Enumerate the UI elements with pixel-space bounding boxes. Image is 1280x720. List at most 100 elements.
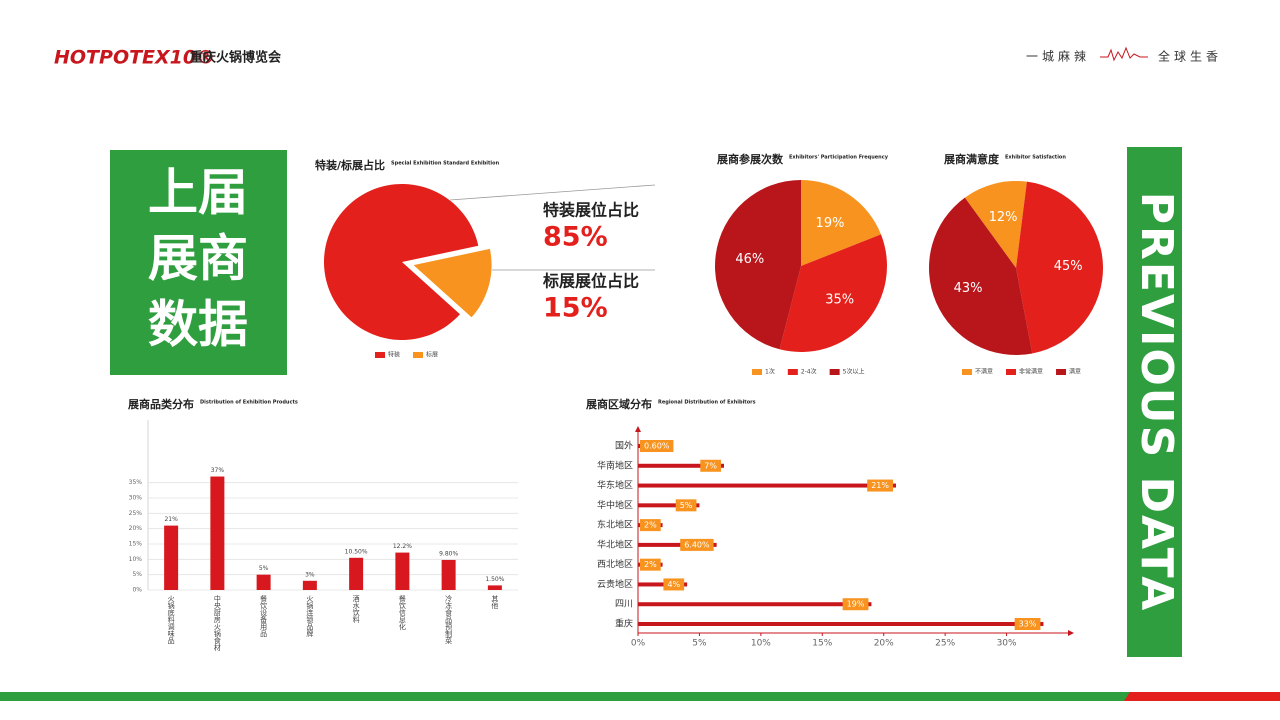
slice-label: 46% — [735, 252, 764, 267]
y-tick-label: 国外 — [615, 440, 633, 452]
bar — [349, 557, 364, 590]
value-label: 0.60% — [644, 442, 670, 451]
value-label: 33% — [1019, 620, 1037, 629]
slice-label: 43% — [954, 281, 983, 296]
bar — [638, 622, 1044, 626]
pie-slice — [324, 184, 479, 341]
chart-subtitle: Exhibitor Satisfaction — [1005, 155, 1066, 161]
y-tick-label: 东北地区 — [597, 519, 633, 531]
legend-swatch — [1006, 369, 1017, 375]
bar — [164, 525, 179, 590]
vertical-title: PREVIOUS DATA — [1131, 192, 1182, 613]
x-tick-label: 10% — [751, 639, 771, 649]
value-label: 6.40% — [684, 540, 710, 549]
legend-swatch — [829, 369, 840, 375]
bar — [638, 463, 724, 468]
bar — [441, 559, 456, 590]
y-tick-label: 华南地区 — [597, 459, 633, 471]
legend-label: 1次 — [765, 368, 775, 376]
value-label-box — [640, 440, 674, 452]
slogan-right: 全球生香 — [1158, 49, 1222, 64]
x-tick-label: 30% — [997, 639, 1017, 649]
legend-label: 满意 — [1069, 368, 1081, 376]
y-tick-label: 5% — [132, 571, 142, 578]
x-tick-label: 0% — [631, 639, 646, 649]
y-tick-label: 35% — [129, 479, 143, 486]
y-tick-label: 10% — [129, 556, 143, 563]
side-title-line: 数据 — [148, 296, 248, 354]
x-tick-label: 25% — [935, 639, 955, 649]
legend-swatch — [413, 352, 424, 358]
value-label-box — [663, 578, 685, 591]
value-label: 2% — [644, 521, 657, 530]
callout-label: 标展展位占比 — [542, 272, 639, 291]
legend-label: 不满意 — [975, 368, 993, 376]
slice-label: 19% — [816, 216, 845, 231]
bar — [638, 582, 688, 587]
y-tick-label: 华中地区 — [597, 499, 633, 511]
value-label: 1.50% — [485, 576, 504, 583]
value-label: 5% — [680, 501, 693, 510]
footer-band — [0, 692, 1280, 701]
value-label: 19% — [847, 600, 865, 609]
chart-subtitle: Regional Distribution of Exhibitors — [658, 400, 756, 406]
value-label: 9.80% — [439, 550, 458, 557]
slogan-left: 一城麻辣 — [1026, 49, 1090, 64]
y-tick-label: 20% — [129, 525, 143, 532]
legend-label: 5次以上 — [843, 368, 865, 376]
legend-label: 非常满意 — [1019, 368, 1043, 376]
y-tick-label: 四川 — [615, 600, 633, 610]
value-label: 3% — [305, 571, 315, 578]
vertical-block — [1127, 147, 1182, 657]
y-tick-label: 华北地区 — [597, 538, 633, 550]
value-label: 21% — [871, 481, 889, 490]
value-label-box — [640, 558, 661, 571]
x-tick-label: 20% — [874, 639, 894, 649]
chart-subtitle: Exhibitors' Participation Frequency — [789, 155, 889, 161]
value-label-box — [675, 499, 697, 512]
side-title-line: 上届 — [148, 164, 248, 222]
chart-subtitle: Distribution of Exhibition Products — [200, 400, 298, 406]
footer-accent — [1124, 692, 1280, 701]
pie-slice — [801, 180, 881, 266]
pie-slice — [413, 248, 492, 318]
y-tick-label: 华东地区 — [597, 479, 633, 491]
callout-value: 85% — [543, 222, 608, 253]
legend-label: 2-4次 — [801, 368, 817, 376]
value-label: 37% — [211, 467, 225, 474]
value-label-box — [680, 538, 714, 551]
chart-title: 展商满意度 — [943, 152, 1000, 166]
logo-cn: 重庆火锅博览会 — [190, 50, 282, 66]
value-label-box — [640, 519, 661, 532]
chart-title: 展商参展次数 — [716, 152, 784, 166]
slice-label: 45% — [1054, 259, 1083, 274]
value-label: 5% — [259, 565, 269, 572]
chart-subtitle: Special Exhibition Standard Exhibition — [391, 161, 500, 167]
callout-line — [449, 184, 656, 201]
y-tick-label: 西北地区 — [597, 558, 633, 570]
callout-label: 特装展位占比 — [543, 201, 639, 220]
legend-label: 标展 — [426, 351, 438, 359]
value-label-box — [867, 479, 893, 492]
value-label: 7% — [704, 461, 717, 470]
value-label: 21% — [164, 516, 178, 523]
title-block — [110, 150, 287, 375]
value-label-box — [700, 459, 721, 472]
bar — [638, 483, 896, 488]
y-tick-label: 0% — [132, 587, 142, 594]
x-tick-label: 15% — [812, 639, 832, 649]
legend-swatch — [752, 369, 762, 375]
axis-arrow — [1068, 630, 1074, 636]
axis-arrow — [635, 426, 641, 432]
chart-title: 展商区域分布 — [585, 397, 652, 411]
x-tick-label: 其他 — [491, 595, 499, 610]
x-tick-label: 冷冻食品预制菜 — [445, 594, 453, 645]
bar — [256, 574, 271, 590]
x-tick-label: 5% — [692, 639, 707, 649]
bar — [210, 476, 225, 590]
bar — [487, 585, 502, 590]
x-tick-label: 餐饮设备用品 — [260, 594, 268, 638]
x-tick-label: 酒水饮料 — [352, 595, 360, 624]
pie-slice — [714, 180, 801, 350]
